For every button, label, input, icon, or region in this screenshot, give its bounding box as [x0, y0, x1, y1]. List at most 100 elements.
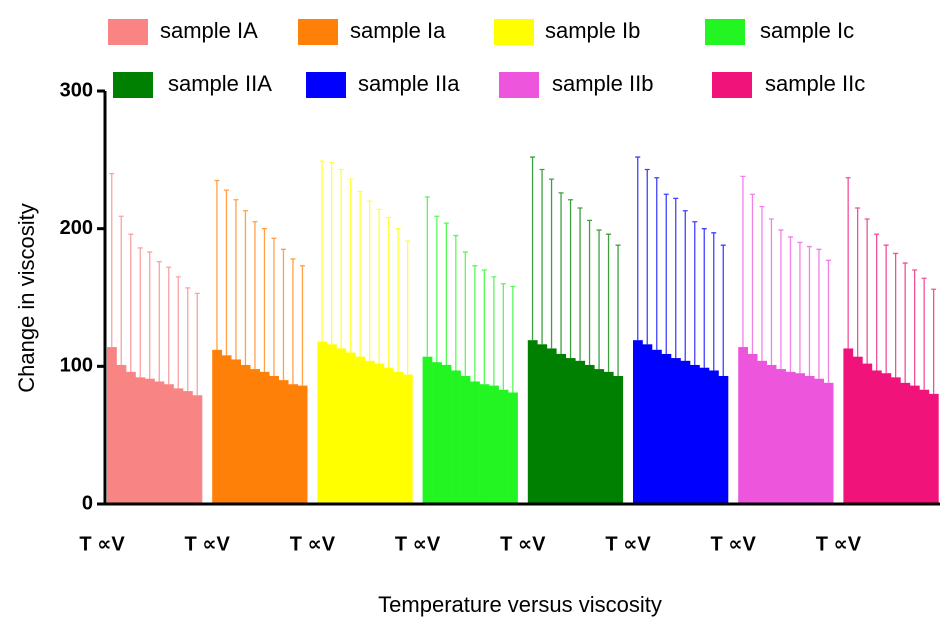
- bar: [738, 347, 748, 504]
- error-bar: [261, 228, 267, 372]
- bar: [441, 364, 452, 504]
- error-bar: [587, 219, 593, 365]
- bar: [498, 389, 509, 504]
- bar: [584, 364, 595, 504]
- error-bar: [395, 228, 401, 372]
- error-bar: [883, 244, 889, 374]
- error-bar: [223, 189, 229, 356]
- error-bar: [701, 228, 707, 368]
- error-bar: [558, 192, 564, 354]
- bar: [479, 384, 490, 504]
- error-bar: [280, 248, 286, 381]
- bar: [527, 340, 538, 504]
- bar: [173, 388, 184, 504]
- error-bar: [759, 205, 765, 361]
- bar: [699, 367, 710, 504]
- error-bar: [893, 252, 899, 378]
- error-bar: [453, 234, 459, 371]
- bar: [556, 353, 567, 504]
- error-bar: [357, 190, 363, 357]
- legend-label: sample IA: [160, 18, 258, 43]
- legend-swatch: [298, 19, 338, 45]
- bar: [881, 373, 892, 504]
- error-bar: [500, 283, 506, 390]
- error-bar: [855, 207, 861, 357]
- bar: [680, 360, 691, 504]
- error-bar: [443, 222, 449, 365]
- error-bar: [692, 221, 698, 365]
- error-bar: [376, 208, 382, 364]
- bar: [145, 378, 155, 504]
- error-bar: [644, 168, 650, 345]
- bar: [355, 356, 366, 504]
- error-bar: [577, 207, 583, 361]
- error-bar: [787, 236, 793, 372]
- legend-label: sample IIa: [358, 71, 460, 96]
- error-bar: [778, 229, 784, 370]
- error-bar: [768, 218, 774, 365]
- error-bar: [175, 276, 181, 389]
- error-bar: [185, 287, 191, 392]
- bar: [565, 358, 576, 504]
- error-bar: [405, 240, 411, 375]
- error-bar: [902, 262, 908, 383]
- legend-swatch: [705, 19, 745, 45]
- error-bar: [596, 229, 602, 370]
- bar: [642, 344, 653, 504]
- error-bar: [568, 199, 574, 359]
- bar: [747, 353, 758, 504]
- error-bar: [252, 221, 258, 370]
- legend-swatch: [712, 72, 752, 98]
- x-tick-label: T ∝V: [500, 533, 546, 555]
- bar: [804, 375, 815, 504]
- bar: [326, 344, 337, 504]
- legend-swatch: [113, 72, 153, 98]
- error-bar: [874, 233, 880, 371]
- bar: [537, 344, 548, 504]
- bar: [240, 364, 251, 504]
- bar: [126, 371, 136, 504]
- bar: [718, 375, 729, 504]
- error-bar: [510, 285, 516, 393]
- error-bar: [166, 266, 172, 385]
- bar: [575, 360, 586, 504]
- bar: [183, 391, 193, 504]
- y-tick-label: 0: [82, 492, 93, 514]
- error-bar: [290, 258, 296, 385]
- x-tick-label: T ∝V: [605, 533, 651, 555]
- x-tick-label: T ∝V: [185, 533, 231, 555]
- error-bar: [329, 161, 335, 345]
- bar: [890, 377, 901, 504]
- error-bar: [214, 179, 220, 350]
- bar: [288, 384, 298, 504]
- error-bar: [845, 177, 851, 349]
- error-bar: [797, 241, 803, 374]
- error-bar: [424, 196, 430, 357]
- error-bar: [539, 168, 545, 345]
- legend-label: sample IIc: [765, 71, 865, 96]
- bar: [278, 380, 289, 504]
- bar: [297, 385, 308, 504]
- error-bar: [740, 175, 746, 348]
- x-tick-label: T ∝V: [79, 533, 125, 555]
- bar: [221, 355, 232, 504]
- error-bar: [921, 277, 927, 390]
- y-tick-label: 300: [60, 79, 93, 101]
- bar: [900, 382, 911, 504]
- legend-label: sample Ib: [545, 18, 640, 43]
- bar: [843, 348, 854, 504]
- bar: [317, 341, 328, 504]
- bar: [422, 356, 433, 504]
- bar: [776, 369, 786, 504]
- bar: [928, 393, 939, 504]
- error-bar: [654, 177, 660, 350]
- bar: [909, 385, 920, 504]
- bar: [594, 369, 605, 504]
- x-tick-label: T ∝V: [711, 533, 757, 555]
- legend-label: sample IIb: [552, 71, 654, 96]
- error-bar: [367, 200, 373, 361]
- error-bar: [606, 233, 612, 372]
- error-bar: [271, 237, 277, 376]
- bar: [795, 373, 805, 504]
